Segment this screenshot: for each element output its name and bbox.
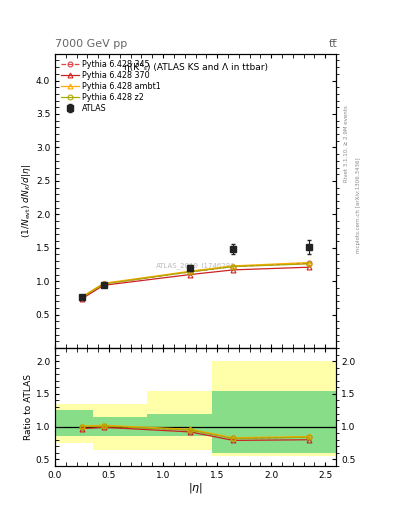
Text: ATLAS_2019_I1746286: ATLAS_2019_I1746286 bbox=[156, 262, 235, 269]
Pythia 6.428 370 bbox=[101, 282, 106, 288]
Pythia 6.428 345 bbox=[101, 281, 106, 287]
Pythia 6.428 345 bbox=[307, 260, 311, 266]
Line: Pythia 6.428 z2: Pythia 6.428 z2 bbox=[80, 262, 311, 300]
Line: Pythia 6.428 370: Pythia 6.428 370 bbox=[80, 265, 311, 301]
Pythia 6.428 ambt1 bbox=[188, 268, 193, 274]
Line: Pythia 6.428 ambt1: Pythia 6.428 ambt1 bbox=[80, 260, 311, 299]
Pythia 6.428 345 bbox=[188, 269, 193, 275]
Pythia 6.428 ambt1 bbox=[307, 260, 311, 266]
Text: 7000 GeV pp: 7000 GeV pp bbox=[55, 38, 127, 49]
X-axis label: $|\eta|$: $|\eta|$ bbox=[188, 481, 203, 495]
Pythia 6.428 z2 bbox=[188, 269, 193, 275]
Pythia 6.428 z2 bbox=[80, 294, 84, 301]
Y-axis label: Ratio to ATLAS: Ratio to ATLAS bbox=[24, 374, 33, 440]
Pythia 6.428 345 bbox=[80, 294, 84, 301]
Pythia 6.428 370 bbox=[307, 264, 311, 270]
Pythia 6.428 ambt1 bbox=[80, 293, 84, 300]
Pythia 6.428 370 bbox=[231, 267, 236, 273]
Pythia 6.428 370 bbox=[188, 271, 193, 278]
Pythia 6.428 z2 bbox=[101, 281, 106, 287]
Text: mcplots.cern.ch [arXiv:1306.3436]: mcplots.cern.ch [arXiv:1306.3436] bbox=[356, 157, 362, 252]
Line: Pythia 6.428 345: Pythia 6.428 345 bbox=[80, 261, 311, 300]
Pythia 6.428 345 bbox=[231, 264, 236, 270]
Pythia 6.428 z2 bbox=[307, 261, 311, 267]
Text: tt̅: tt̅ bbox=[329, 38, 338, 49]
Text: η(K°ₛ) (ATLAS KS and Λ in ttbar): η(K°ₛ) (ATLAS KS and Λ in ttbar) bbox=[123, 62, 268, 72]
Legend: Pythia 6.428 345, Pythia 6.428 370, Pythia 6.428 ambt1, Pythia 6.428 z2, ATLAS: Pythia 6.428 345, Pythia 6.428 370, Pyth… bbox=[59, 58, 163, 116]
Y-axis label: $(1/N_\mathrm{evt})\ dN_K/d|\eta|$: $(1/N_\mathrm{evt})\ dN_K/d|\eta|$ bbox=[20, 164, 33, 238]
Pythia 6.428 ambt1 bbox=[101, 280, 106, 286]
Pythia 6.428 ambt1 bbox=[231, 263, 236, 269]
Pythia 6.428 z2 bbox=[231, 264, 236, 270]
Text: Rivet 3.1.10, ≥ 2.9M events: Rivet 3.1.10, ≥ 2.9M events bbox=[344, 105, 349, 182]
Pythia 6.428 370 bbox=[80, 295, 84, 302]
